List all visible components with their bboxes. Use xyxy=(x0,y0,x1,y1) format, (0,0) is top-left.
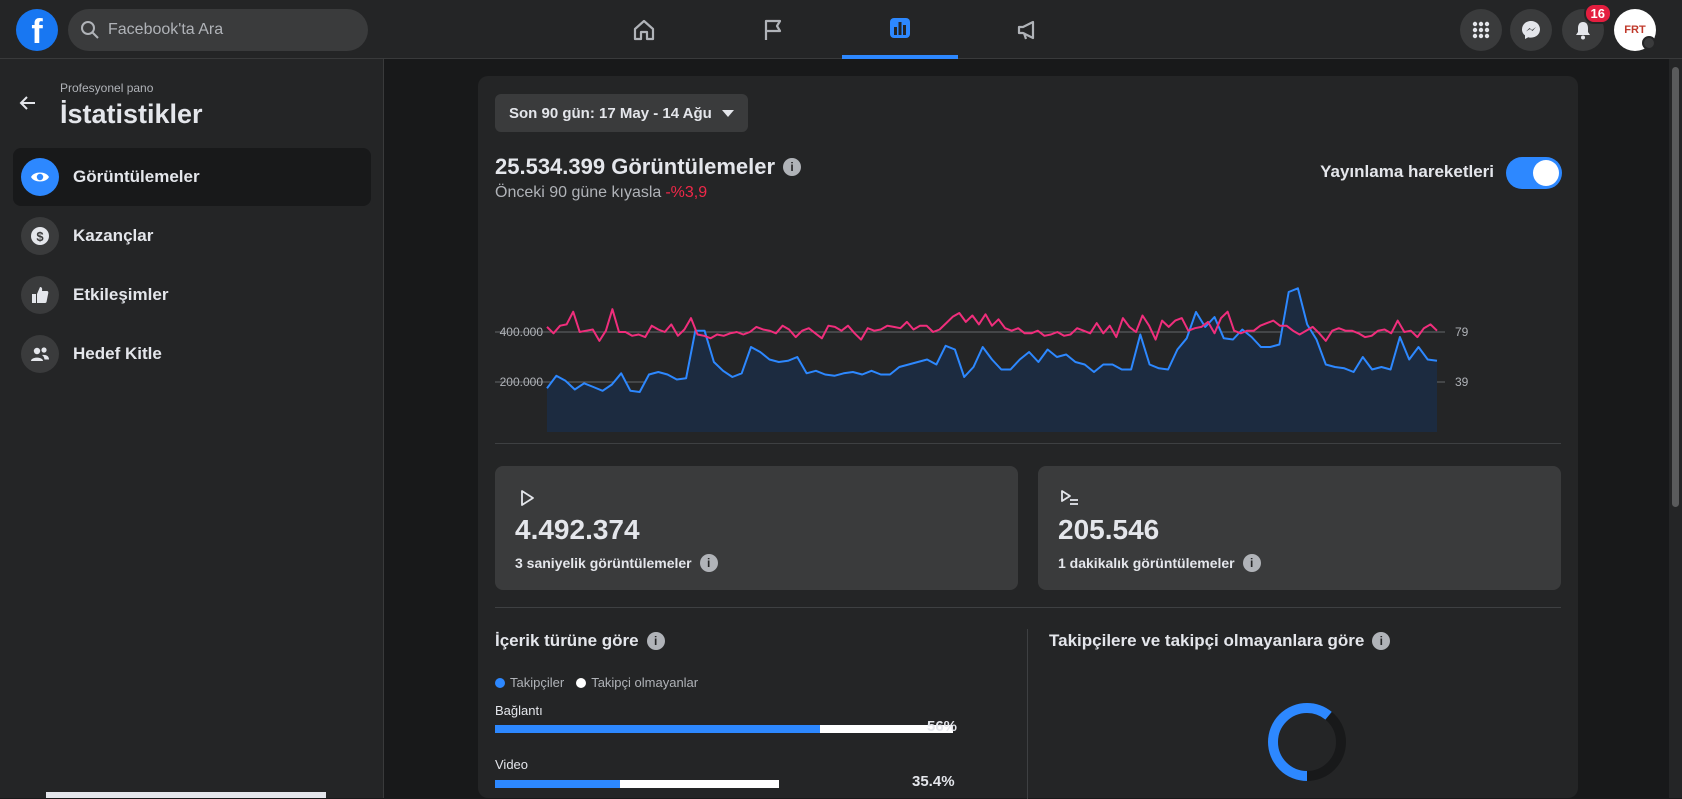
search-placeholder: Facebook'ta Ara xyxy=(108,21,224,38)
date-range-dropdown[interactable]: Son 90 gün: 17 May - 14 Ağu xyxy=(495,94,748,132)
account-chevron-icon[interactable] xyxy=(1642,36,1656,50)
dollar-icon: $ xyxy=(21,217,59,255)
toggle-knob xyxy=(1533,160,1559,186)
followers-donut-chart xyxy=(1268,703,1346,781)
scrollbar-thumb[interactable] xyxy=(1672,67,1679,507)
sidebar-item-engagement[interactable]: Etkileşimler xyxy=(13,266,371,324)
publishing-actions-series-line xyxy=(546,308,1438,342)
tab-insights[interactable] xyxy=(842,0,958,59)
top-navigation-bar: f Facebook'ta Ara 16 FRT xyxy=(0,0,1682,59)
left-axis-tick-label: 400.000 xyxy=(500,325,544,339)
sidebar-item-label: Görüntülemeler xyxy=(73,167,200,186)
sidebar-item-views[interactable]: Görüntülemeler xyxy=(13,148,371,206)
bar-pct-link: 56% xyxy=(927,718,958,735)
vertical-scrollbar[interactable] xyxy=(1669,59,1682,798)
bar-label-link: Bağlantı xyxy=(495,703,543,718)
legend-label: Takipçiler xyxy=(510,675,565,690)
followers-title: Takipçilere ve takipçi olmayanlara göre xyxy=(1049,631,1365,650)
grid-menu-icon xyxy=(1472,21,1490,39)
stat-label-text: 1 dakikalık görüntülemeler xyxy=(1058,555,1235,571)
caret-down-icon xyxy=(721,109,734,117)
info-icon[interactable]: i xyxy=(699,554,718,572)
section-divider xyxy=(495,607,1561,608)
tab-home[interactable] xyxy=(586,0,702,59)
messenger-icon xyxy=(1522,21,1540,39)
section-vertical-divider xyxy=(1027,629,1028,799)
stat-card-1min-views: 205.546 1 dakikalık görüntülemeler i xyxy=(1038,466,1561,590)
bar-followers-fill xyxy=(495,725,821,733)
svg-text:$: $ xyxy=(36,229,44,244)
menu-button[interactable] xyxy=(1460,9,1502,51)
messenger-button[interactable] xyxy=(1510,9,1552,51)
info-icon[interactable]: i xyxy=(1242,554,1261,572)
notification-count-badge: 16 xyxy=(1583,3,1612,24)
bar-pct-video: 35.4% xyxy=(912,773,955,790)
sidebar-item-earnings[interactable]: $ Kazançlar xyxy=(13,207,371,265)
play-list-icon xyxy=(1061,490,1078,505)
megaphone-icon xyxy=(1017,20,1035,39)
page-title: İstatistikler xyxy=(60,99,203,129)
facebook-logo[interactable]: f xyxy=(16,9,58,51)
section-divider xyxy=(495,443,1561,444)
bar-video xyxy=(495,780,779,788)
flag-icon xyxy=(764,19,782,40)
legend-item-followers: Takipçiler xyxy=(495,675,564,690)
back-arrow-icon[interactable] xyxy=(18,93,38,113)
notifications-button[interactable]: 16 xyxy=(1562,3,1612,51)
home-icon xyxy=(633,19,655,40)
total-views: 25.534.399 Görüntülemeler i xyxy=(495,154,802,180)
bar-non-followers-fill xyxy=(619,780,779,788)
stat-label-text: 3 saniyelik görüntülemeler xyxy=(515,555,692,571)
info-icon[interactable]: i xyxy=(646,632,665,650)
eye-icon xyxy=(21,158,59,196)
left-axis-tick-label: 200.000 xyxy=(500,375,544,389)
search-input[interactable]: Facebook'ta Ara xyxy=(68,9,368,51)
bar-link xyxy=(495,725,953,733)
views-insights-card: Son 90 gün: 17 May - 14 Ağu 25.534.399 G… xyxy=(478,76,1578,799)
stat-label: 1 dakikalık görüntülemeler i xyxy=(1058,554,1261,572)
bar-followers-fill xyxy=(495,780,620,788)
right-axis-tick-label: 79 xyxy=(1455,325,1469,339)
legend-dot xyxy=(495,677,505,688)
date-range-label: Son 90 gün: 17 May - 14 Ağu xyxy=(509,104,712,122)
legend-dot xyxy=(576,677,587,688)
info-icon[interactable]: i xyxy=(1372,632,1391,650)
info-icon[interactable]: i xyxy=(783,158,802,176)
publishing-actions-label: Yayınlama hareketleri xyxy=(1320,162,1494,181)
sidebar-item-label: Hedef Kitle xyxy=(73,344,162,363)
right-axis-tick-label: 39 xyxy=(1455,375,1469,389)
legend-label: Takipçi olmayanlar xyxy=(591,675,699,690)
content-type-section-title: İçerik türüne göre i xyxy=(495,631,665,651)
comparison-label: Önceki 90 güne kıyasla xyxy=(495,184,662,201)
stat-value: 4.492.374 xyxy=(515,514,640,545)
sidebar-item-label: Kazançlar xyxy=(73,226,154,245)
bar-label-video: Video xyxy=(495,757,529,772)
bar-non-followers-fill xyxy=(820,725,953,733)
comparison-text: Önceki 90 güne kıyasla -%3,9 xyxy=(495,184,707,202)
tab-pages[interactable] xyxy=(715,0,831,59)
horizontal-scrollbar[interactable] xyxy=(46,792,326,798)
sidebar: Profesyonel pano İstatistikler Görüntüle… xyxy=(0,59,384,798)
bar-legend: Takipçiler Takipçi olmayanlar xyxy=(495,675,710,690)
breadcrumb: Profesyonel pano xyxy=(60,81,154,95)
publishing-actions-toggle[interactable] xyxy=(1506,157,1562,189)
play-icon xyxy=(521,490,534,506)
total-views-text: 25.534.399 Görüntülemeler xyxy=(495,154,776,179)
content-type-title: İçerik türüne göre xyxy=(495,631,639,650)
tab-ads[interactable] xyxy=(970,0,1086,59)
legend-item-non-followers: Takipçi olmayanlar xyxy=(576,675,698,690)
people-icon xyxy=(21,335,59,373)
followers-section-title: Takipçilere ve takipçi olmayanlara göre i xyxy=(1049,631,1391,651)
sidebar-item-label: Etkileşimler xyxy=(73,285,169,304)
stat-card-3sec-views: 4.492.374 3 saniyelik görüntülemeler i xyxy=(495,466,1018,590)
bar-chart-icon xyxy=(890,17,910,38)
stat-label: 3 saniyelik görüntülemeler i xyxy=(515,554,718,572)
comparison-value: -%3,9 xyxy=(665,184,708,201)
thumbs-up-icon xyxy=(21,276,59,314)
bell-icon xyxy=(1576,22,1590,40)
stat-value: 205.546 xyxy=(1058,514,1160,545)
search-icon xyxy=(81,21,99,39)
sidebar-item-audience[interactable]: Hedef Kitle xyxy=(13,325,371,383)
